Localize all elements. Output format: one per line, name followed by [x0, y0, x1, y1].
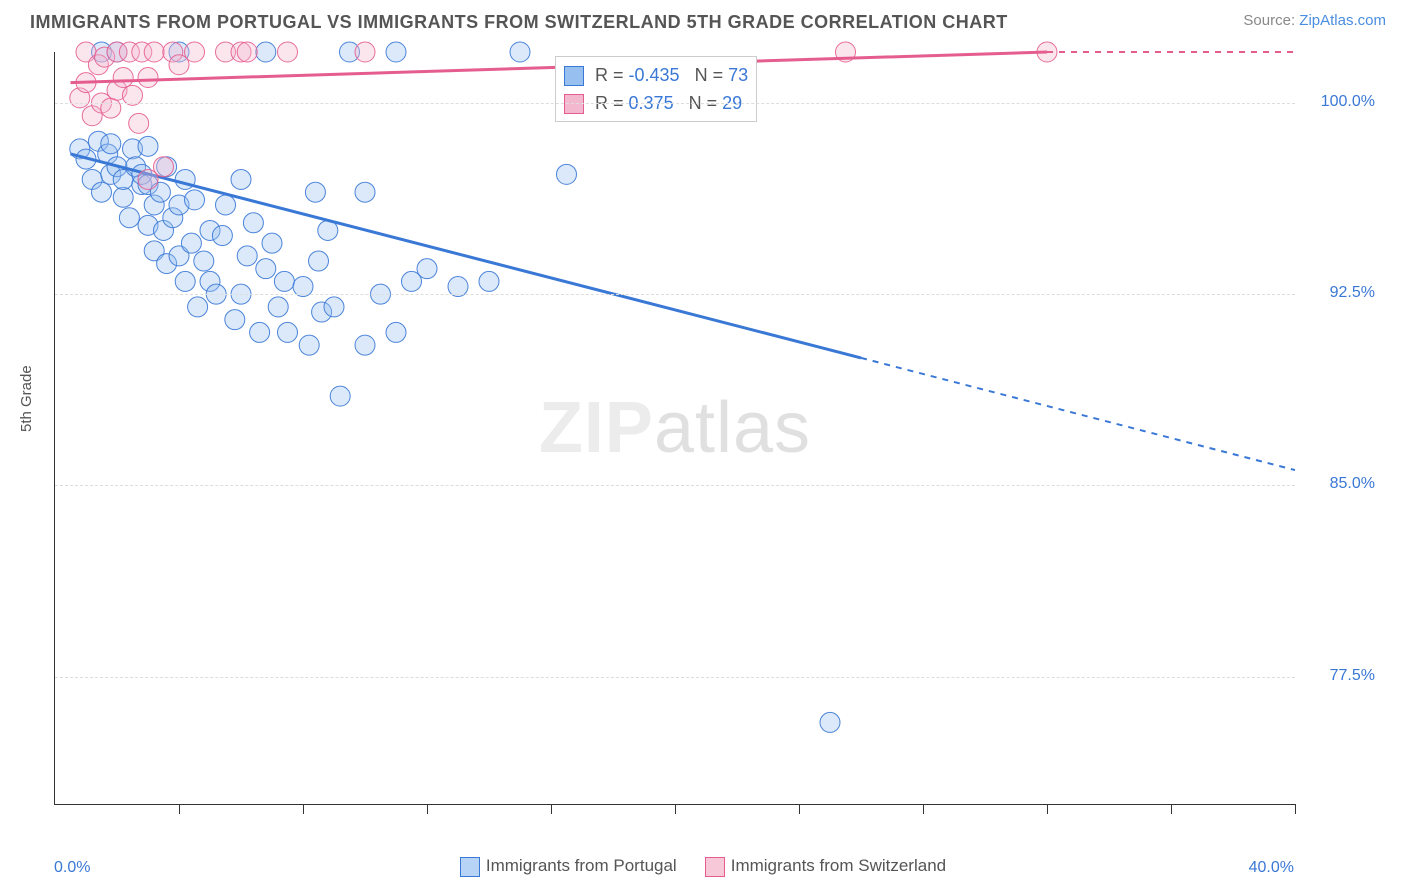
chart-container: IMMIGRANTS FROM PORTUGAL VS IMMIGRANTS F… — [0, 0, 1406, 892]
data-point — [305, 182, 325, 202]
y-axis-title: 5th Grade — [18, 365, 35, 432]
data-point — [278, 322, 298, 342]
data-point — [256, 259, 276, 279]
y-tick-label: 77.5% — [1305, 667, 1375, 685]
data-point — [243, 213, 263, 233]
legend-label: Immigrants from Portugal — [486, 856, 677, 875]
correlation-row: R = -0.435 N = 73 — [564, 61, 748, 89]
source-label: Source: — [1243, 12, 1295, 29]
legend-item: Immigrants from Portugal — [460, 856, 677, 875]
data-point — [237, 42, 257, 62]
data-point — [138, 136, 158, 156]
data-point — [129, 113, 149, 133]
data-point — [250, 322, 270, 342]
data-point — [185, 42, 205, 62]
grid-line — [55, 103, 1295, 104]
data-point — [119, 208, 139, 228]
x-tick — [675, 804, 676, 814]
data-point — [188, 297, 208, 317]
r-label: R = — [595, 65, 629, 85]
data-point — [185, 190, 205, 210]
data-point — [309, 251, 329, 271]
correlation-legend: R = -0.435 N = 73 R = 0.375 N = 29 — [555, 56, 757, 122]
source-link[interactable]: ZipAtlas.com — [1299, 12, 1386, 29]
grid-line — [55, 294, 1295, 295]
data-point — [154, 157, 174, 177]
r-value: -0.435 — [629, 65, 680, 85]
data-point — [181, 233, 201, 253]
legend-swatch — [460, 857, 480, 877]
legend-item: Immigrants from Switzerland — [705, 856, 946, 875]
x-tick — [427, 804, 428, 814]
data-point — [92, 182, 112, 202]
data-point — [479, 271, 499, 291]
x-tick — [1047, 804, 1048, 814]
grid-line — [55, 485, 1295, 486]
legend-label: Immigrants from Switzerland — [731, 856, 946, 875]
grid-line — [55, 677, 1295, 678]
y-tick-label: 100.0% — [1305, 93, 1375, 111]
x-tick — [551, 804, 552, 814]
data-point — [417, 259, 437, 279]
source-credit: Source: ZipAtlas.com — [1243, 12, 1386, 29]
plot-svg — [55, 52, 1295, 804]
data-point — [262, 233, 282, 253]
data-point — [324, 297, 344, 317]
data-point — [237, 246, 257, 266]
data-point — [231, 169, 251, 189]
chart-title: IMMIGRANTS FROM PORTUGAL VS IMMIGRANTS F… — [30, 12, 1008, 33]
data-point — [557, 164, 577, 184]
data-point — [510, 42, 530, 62]
x-tick — [799, 804, 800, 814]
y-tick-label: 85.0% — [1305, 475, 1375, 493]
data-point — [268, 297, 288, 317]
data-point — [355, 182, 375, 202]
n-value: 73 — [728, 65, 748, 85]
data-point — [820, 712, 840, 732]
data-point — [299, 335, 319, 355]
x-tick — [1295, 804, 1296, 814]
y-tick-label: 92.5% — [1305, 284, 1375, 302]
data-point — [225, 310, 245, 330]
n-label: N = — [695, 65, 729, 85]
x-tick — [179, 804, 180, 814]
data-point — [194, 251, 214, 271]
series-legend: Immigrants from Portugal Immigrants from … — [0, 856, 1406, 877]
data-point — [101, 98, 121, 118]
data-point — [212, 226, 232, 246]
data-point — [216, 195, 236, 215]
regression-extrapolation — [861, 358, 1295, 470]
data-point — [113, 187, 133, 207]
legend-swatch — [564, 66, 584, 86]
data-point — [278, 42, 298, 62]
data-point — [144, 42, 164, 62]
x-tick — [1171, 804, 1172, 814]
data-point — [355, 42, 375, 62]
data-point — [256, 42, 276, 62]
data-point — [101, 134, 121, 154]
x-tick — [923, 804, 924, 814]
x-tick — [303, 804, 304, 814]
data-point — [386, 322, 406, 342]
legend-swatch — [705, 857, 725, 877]
data-point — [386, 42, 406, 62]
data-point — [330, 386, 350, 406]
plot-area: ZIPatlas R = -0.435 N = 73 R = 0.375 N =… — [54, 52, 1295, 805]
data-point — [355, 335, 375, 355]
data-point — [274, 271, 294, 291]
legend-swatch — [564, 94, 584, 114]
data-point — [113, 67, 133, 87]
data-point — [138, 67, 158, 87]
data-point — [175, 271, 195, 291]
